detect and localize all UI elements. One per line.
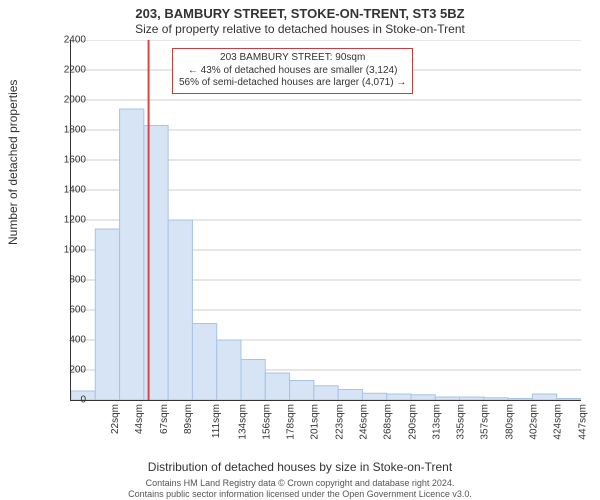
x-tick: 201sqm: [310, 404, 321, 440]
x-tick: 89sqm: [183, 404, 194, 434]
y-tick: 400: [69, 335, 86, 346]
y-tick: 1600: [64, 155, 86, 166]
histogram-bar: [265, 373, 289, 400]
x-axis-label: Distribution of detached houses by size …: [0, 460, 600, 474]
y-tick: 0: [80, 395, 86, 406]
y-tick: 1400: [64, 185, 86, 196]
chart-title-line1: 203, BAMBURY STREET, STOKE-ON-TRENT, ST3…: [0, 6, 600, 21]
histogram-bar: [435, 397, 459, 400]
callout-line2: ← 43% of detached houses are smaller (3,…: [179, 65, 406, 78]
chart-svg: [71, 40, 581, 400]
callout-box: 203 BAMBURY STREET: 90sqm ← 43% of detac…: [172, 48, 413, 94]
x-tick: 246sqm: [359, 404, 370, 440]
y-tick: 2400: [64, 35, 86, 46]
x-tick: 313sqm: [431, 404, 442, 440]
copyright-line1: Contains HM Land Registry data © Crown c…: [0, 478, 600, 488]
x-tick: 223sqm: [334, 404, 345, 440]
callout-line1: 203 BAMBURY STREET: 90sqm: [179, 52, 406, 65]
y-tick: 200: [69, 365, 86, 376]
histogram-bar: [120, 109, 144, 400]
callout-line3: 56% of semi-detached houses are larger (…: [179, 77, 406, 90]
histogram-bar: [290, 381, 314, 401]
x-tick: 268sqm: [383, 404, 394, 440]
plot-area: [70, 40, 581, 401]
x-tick: 22sqm: [110, 404, 121, 434]
x-tick: 44sqm: [134, 404, 145, 434]
x-tick: 67sqm: [159, 404, 170, 434]
histogram-bar: [241, 360, 265, 401]
histogram-bar: [532, 394, 556, 400]
x-tick: 402sqm: [529, 404, 540, 440]
histogram-bar: [460, 397, 484, 400]
histogram-bar: [168, 220, 192, 400]
x-tick: 424sqm: [553, 404, 564, 440]
histogram-bar: [338, 390, 362, 401]
x-tick: 357sqm: [480, 404, 491, 440]
y-tick: 1000: [64, 245, 86, 256]
x-tick: 134sqm: [237, 404, 248, 440]
chart-title-line2: Size of property relative to detached ho…: [0, 22, 600, 36]
copyright-line2: Contains public sector information licen…: [0, 489, 600, 499]
x-tick: 178sqm: [286, 404, 297, 440]
y-tick: 1200: [64, 215, 86, 226]
y-tick: 2200: [64, 65, 86, 76]
x-tick: 290sqm: [407, 404, 418, 440]
histogram-bar: [192, 324, 216, 401]
x-tick: 380sqm: [504, 404, 515, 440]
x-tick: 335sqm: [456, 404, 467, 440]
histogram-bar: [217, 340, 241, 400]
y-axis-label: Number of detached properties: [6, 80, 20, 245]
y-tick: 1800: [64, 125, 86, 136]
x-tick: 156sqm: [261, 404, 272, 440]
histogram-bar: [484, 398, 508, 400]
histogram-bar: [314, 386, 338, 400]
y-tick: 600: [69, 305, 86, 316]
x-tick: 111sqm: [211, 404, 222, 438]
y-tick: 2000: [64, 95, 86, 106]
histogram-bar: [557, 399, 581, 401]
histogram-bar: [387, 394, 411, 400]
histogram-bar: [95, 229, 119, 400]
histogram-bar: [508, 399, 532, 401]
histogram-bar: [362, 393, 386, 400]
y-tick: 800: [69, 275, 86, 286]
x-tick: 447sqm: [577, 404, 588, 440]
histogram-bar: [411, 395, 435, 400]
histogram-bar: [144, 126, 168, 401]
